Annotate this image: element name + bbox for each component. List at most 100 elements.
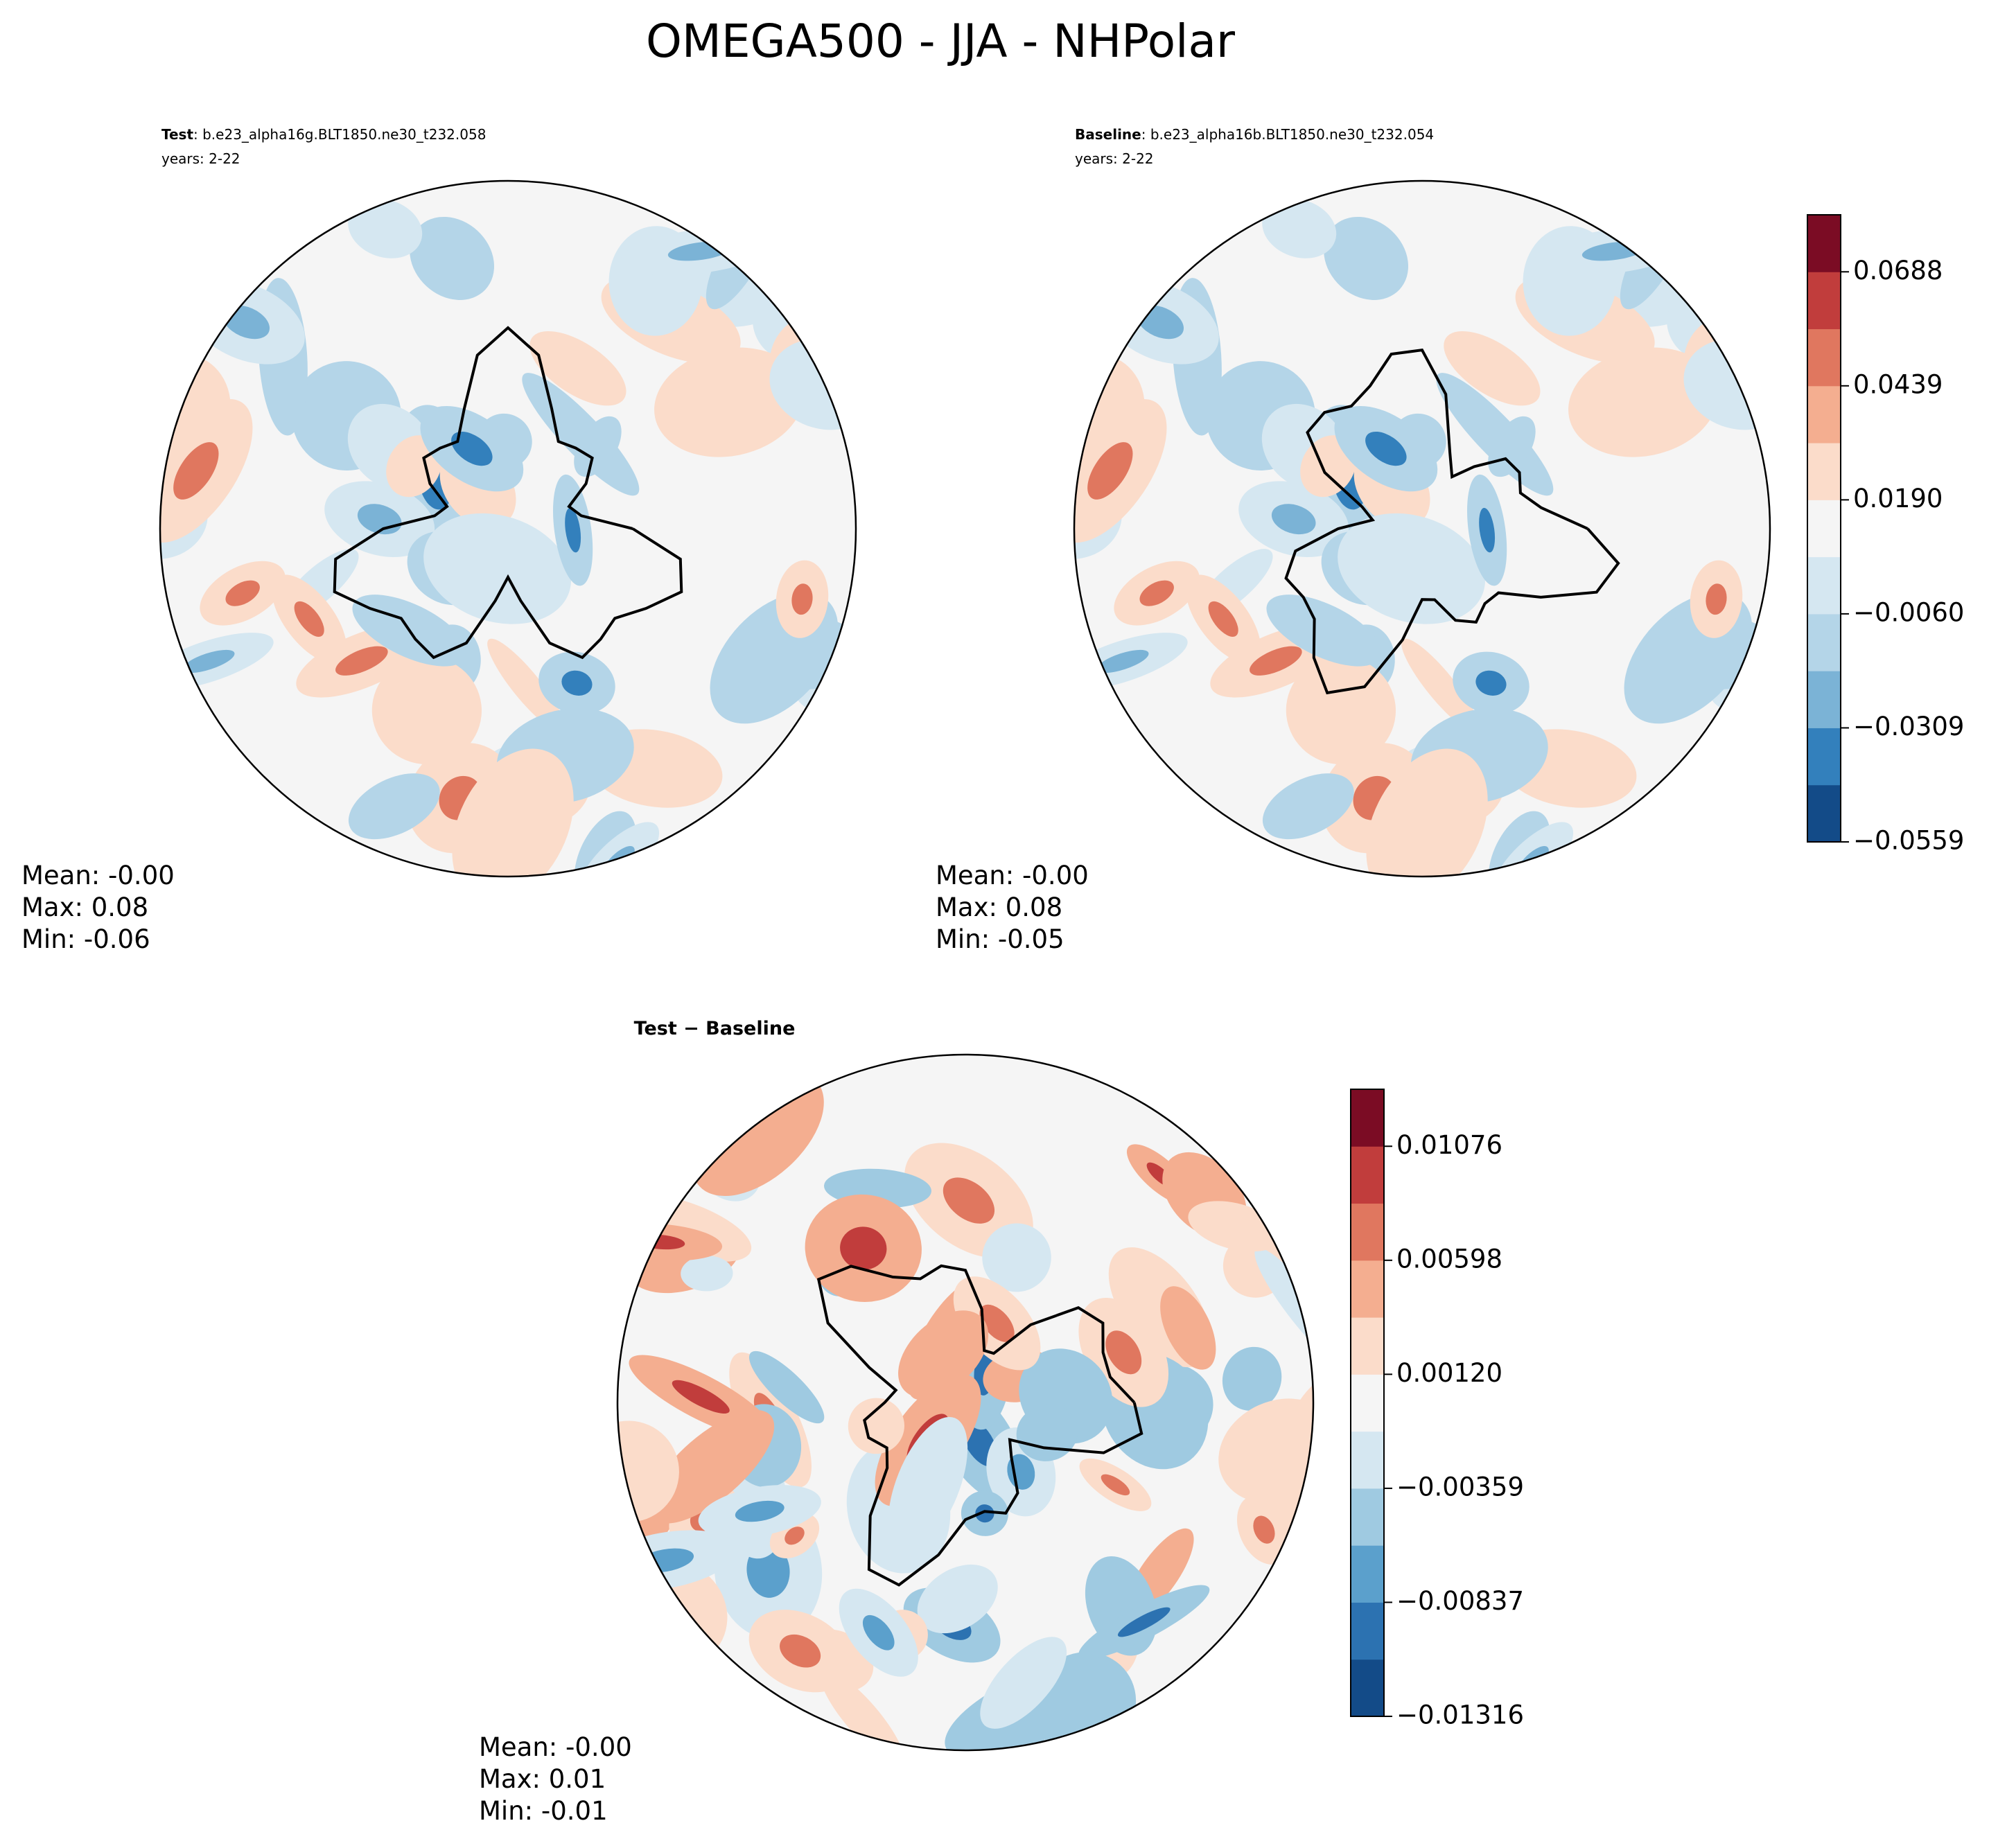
field-core (1087, 442, 1133, 500)
field-core (1101, 1474, 1130, 1496)
map-boundary (1073, 179, 1771, 878)
colorbar-band (1807, 215, 1841, 272)
case-name: : b.e23_alpha16g.BLT1850.ne30_t232.058 (193, 126, 486, 143)
polar-map (1074, 181, 1770, 877)
panel-label: Test − Baseline (634, 1018, 796, 1039)
field-core (1706, 583, 1727, 615)
field-patch (1266, 595, 1381, 667)
field-core (979, 1304, 1015, 1342)
colorbar-tick-label: −0.0559 (1853, 826, 1964, 856)
field-core (862, 1614, 895, 1651)
field-patch (1401, 638, 1480, 733)
field-patch (692, 1071, 824, 1197)
colorbar-band (1807, 443, 1841, 500)
stat-mean: Mean: -0.00 (479, 1732, 632, 1762)
stat-mean: Mean: -0.00 (21, 861, 175, 890)
stat-max: Max: 0.08 (936, 892, 1062, 922)
field-patch (980, 1637, 1067, 1729)
figure-title: OMEGA500 - JJA - NHPolar (646, 15, 1236, 68)
colorbar-band (1351, 1089, 1384, 1147)
colorbar-band (1351, 1545, 1384, 1603)
field-patch (848, 1398, 904, 1454)
field-patch (1488, 416, 1536, 477)
field-patch (529, 331, 626, 406)
panel-label: Baseline (1075, 126, 1141, 143)
colorbar-band (1351, 1374, 1384, 1432)
field-patch (1324, 216, 1409, 300)
field-core (1365, 431, 1407, 466)
colorbar-frame (1807, 214, 1841, 843)
colorbar-band (1807, 671, 1841, 728)
field-core (785, 1526, 805, 1545)
field-patch (1262, 773, 1354, 840)
field-core (565, 507, 581, 553)
stat-min: Min: -0.01 (479, 1796, 608, 1826)
field-core (1117, 1607, 1171, 1637)
coastline (816, 1264, 1143, 1587)
colorbar-tick-label: −0.00359 (1396, 1472, 1524, 1502)
field-patch (371, 656, 482, 765)
colorbar-tick-label: −0.0060 (1853, 597, 1964, 627)
field-core (1139, 580, 1174, 606)
colorbar-band (1351, 1203, 1384, 1261)
field-patch (1444, 331, 1541, 406)
field-core (791, 583, 813, 615)
field-patch (648, 1409, 775, 1524)
field-patch (1568, 347, 1718, 457)
field-patch (898, 1310, 989, 1398)
field-core (1271, 504, 1316, 535)
colorbar-band (1807, 500, 1841, 558)
stat-max: Max: 0.08 (21, 892, 148, 922)
field-patch (617, 1420, 679, 1522)
colorbar-frame (1350, 1089, 1385, 1717)
panel-label: Test (161, 126, 193, 143)
field-patch (386, 435, 442, 498)
field-core (1475, 670, 1507, 696)
colorbar-tick-label: 0.00120 (1396, 1358, 1502, 1388)
colorbar-tick-label: −0.00837 (1396, 1586, 1524, 1616)
field-core (975, 1504, 994, 1523)
colorbar-band (1351, 1431, 1384, 1489)
field-core (1250, 646, 1302, 676)
case-name: : b.e23_alpha16b.BLT1850.ne30_t232.054 (1141, 126, 1434, 143)
field-core (672, 1380, 730, 1414)
field-patch (348, 198, 423, 258)
field-patch (487, 638, 566, 733)
field-core (735, 1500, 785, 1522)
colorbar-tick-label: 0.0190 (1853, 484, 1943, 513)
field-patch (681, 1256, 733, 1292)
field-core (943, 1177, 995, 1224)
field-core (1007, 1454, 1035, 1490)
map-boundary (616, 1053, 1315, 1752)
field-patch (1366, 748, 1488, 877)
colorbar-band (1807, 385, 1841, 443)
polar-map (160, 181, 856, 877)
panel-subtitle: Test: b.e23_alpha16g.BLT1850.ne30_t232.0… (161, 126, 486, 143)
field-core (1105, 1330, 1142, 1375)
field-patch (452, 748, 574, 877)
panel-years: years: 2-22 (161, 150, 240, 167)
colorbar-band (1807, 613, 1841, 671)
field-core (1208, 601, 1238, 637)
field-core (335, 646, 388, 676)
colorbar-band (1351, 1146, 1384, 1204)
field-core (840, 1226, 887, 1270)
field-patch (1222, 1346, 1282, 1411)
field-patch (888, 1416, 968, 1553)
polar-map (617, 1055, 1313, 1750)
colorbar-band (1807, 728, 1841, 786)
colorbar-tick-label: 0.0439 (1853, 369, 1943, 399)
map-boundary (159, 179, 857, 878)
field-patch (1436, 373, 1554, 496)
colorbar-tick-label: −0.0309 (1853, 712, 1964, 741)
field-core (173, 442, 219, 500)
field-patch (1160, 1286, 1216, 1370)
field-patch (1262, 198, 1337, 258)
field-core (1479, 507, 1496, 553)
field-patch (917, 1564, 998, 1634)
field-patch (748, 1350, 825, 1424)
colorbar-band (1351, 1260, 1384, 1318)
field-core (451, 431, 493, 466)
colorbar-band (1351, 1488, 1384, 1546)
